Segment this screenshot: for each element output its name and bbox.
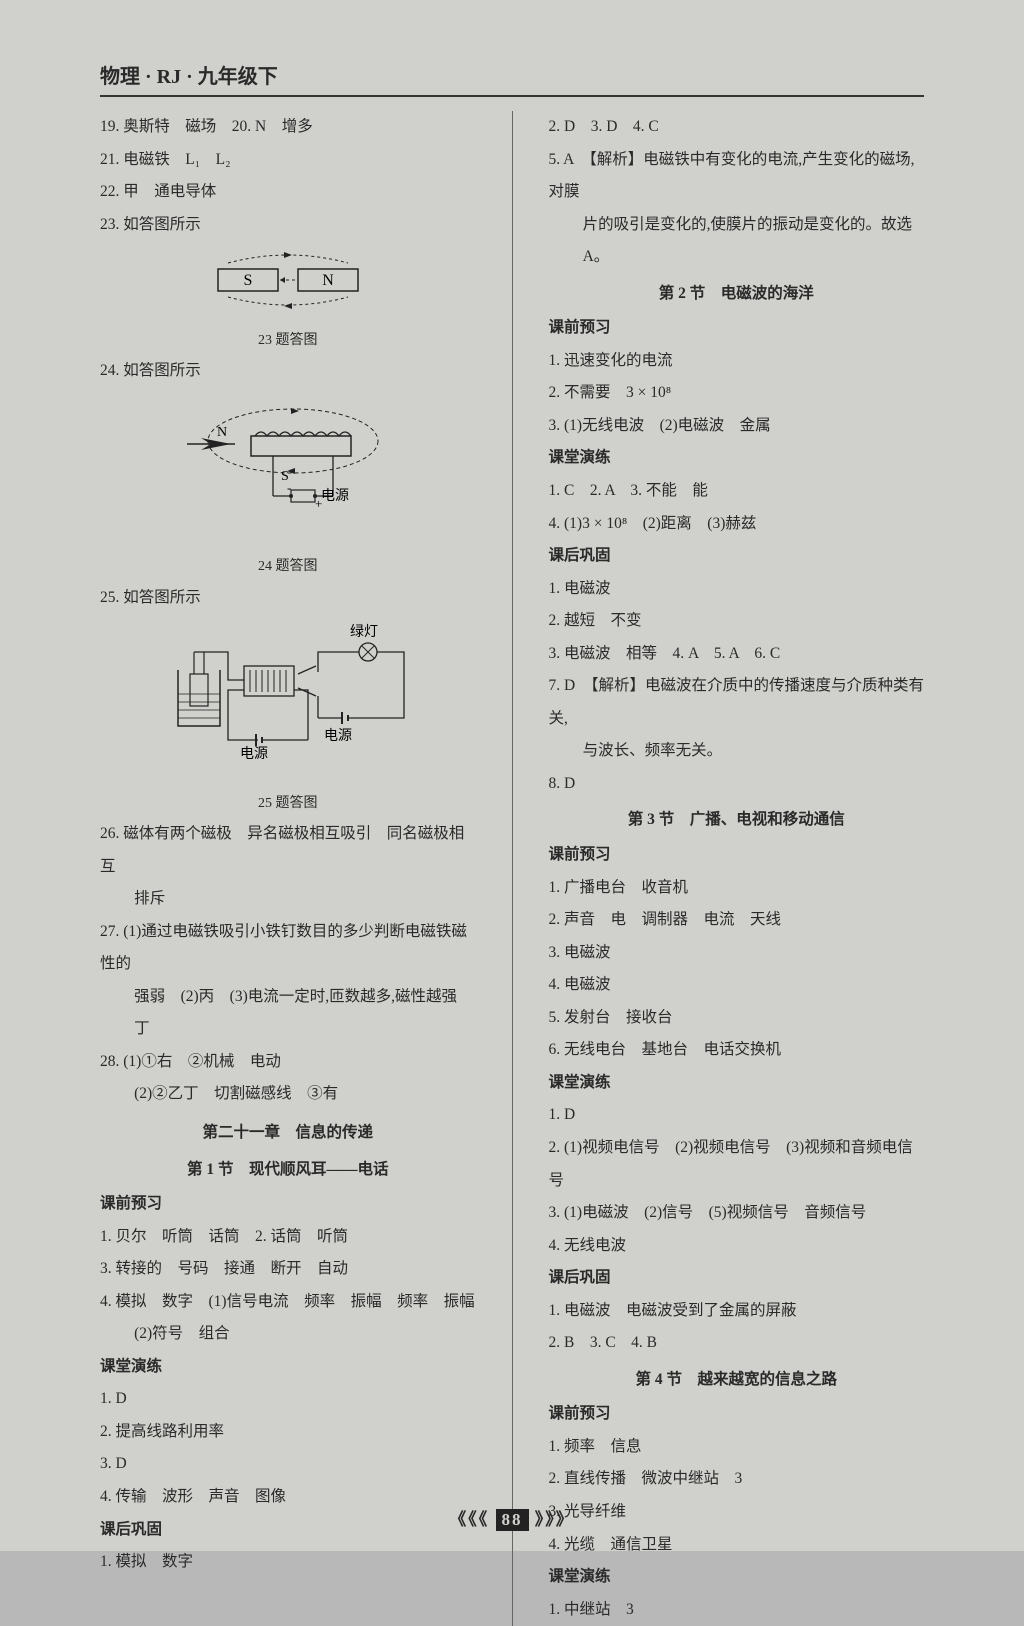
section-title: 第 3 节 广播、电视和移动通信: [549, 804, 925, 837]
subheading-preclass: 课前预习: [549, 312, 925, 345]
answer-line-cont: 与波长、频率无关。: [549, 735, 925, 768]
left-column: 19. 奥斯特 磁场 20. N 增多 21. 电磁铁 L₁ L₂ 22. 甲 …: [100, 111, 476, 1626]
answer-line: 21. 电磁铁 L₁ L₂: [100, 144, 476, 177]
answer-line: 3. 电磁波: [549, 937, 925, 970]
answer-line-cont: (2)符号 组合: [100, 1318, 476, 1351]
answer-line: 2. 不需要 3 × 10⁸: [549, 377, 925, 410]
answer-line: 25. 如答图所示: [100, 582, 476, 615]
power-label-right: 电源: [324, 728, 352, 744]
page-number: 88: [496, 1509, 529, 1531]
answer-line: 23. 如答图所示: [100, 209, 476, 242]
answer-line: 1. 电磁波: [549, 573, 925, 606]
answer-line: 4. 光缆 通信卫星: [549, 1529, 925, 1562]
answer-line: 1. D: [549, 1099, 925, 1132]
subheading-preclass: 课前预习: [549, 839, 925, 872]
column-divider: [512, 111, 513, 1626]
pole-s-label: S: [281, 469, 289, 484]
answer-line: 19. 奥斯特 磁场 20. N 增多: [100, 111, 476, 144]
answer-line: 6. 无线电台 基地台 电话交换机: [549, 1034, 925, 1067]
subheading-postclass: 课后巩固: [549, 540, 925, 573]
pole-s-label: S: [243, 272, 252, 289]
answer-line: 1. 电磁波 电磁波受到了金属的屏蔽: [549, 1295, 925, 1328]
figure-24: N - + S 电源: [100, 396, 476, 549]
right-column: 2. D 3. D 4. C 5. A 【解析】电磁铁中有变化的电流,产生变化的…: [549, 111, 925, 1626]
answer-line: 2. B 3. C 4. B: [549, 1327, 925, 1360]
subheading-preclass: 课前预习: [100, 1188, 476, 1221]
answer-line: 2. D 3. D 4. C: [549, 111, 925, 144]
answer-line: 1. 中继站 3: [549, 1594, 925, 1626]
answer-line: 3. (1)电磁波 (2)信号 (5)视频信号 音频信号: [549, 1197, 925, 1230]
answer-line-cont: 排斥: [100, 883, 476, 916]
pole-n-label: N: [322, 272, 334, 289]
page: 物理 · RJ · 九年级下 19. 奥斯特 磁场 20. N 增多 21. 电…: [0, 0, 1024, 1551]
figure-25: 绿灯: [100, 622, 476, 785]
answer-line: 27. (1)通过电磁铁吸引小铁钉数目的多少判断电磁铁磁性的: [100, 916, 476, 981]
answer-line: 3. D: [100, 1448, 476, 1481]
page-footer: 《《《 88 》》》: [0, 1505, 1024, 1531]
answer-line: 2. 直线传播 微波中继站 3: [549, 1463, 925, 1496]
answer-line: 4. 电磁波: [549, 969, 925, 1002]
answer-line: 1. 频率 信息: [549, 1431, 925, 1464]
answer-line: 2. 提高线路利用率: [100, 1416, 476, 1449]
figure-24-caption: 24 题答图: [100, 552, 476, 581]
answer-line: 1. 广播电台 收音机: [549, 872, 925, 905]
answer-line: 4. 无线电波: [549, 1230, 925, 1263]
subheading-inclass: 课堂演练: [549, 1561, 925, 1594]
footer-right-chevrons: 》》》: [535, 1510, 575, 1529]
answer-line: 1. 模拟 数字: [100, 1546, 476, 1579]
answer-line: 2. 越短 不变: [549, 605, 925, 638]
answer-line: 4. (1)3 × 10⁸ (2)距离 (3)赫兹: [549, 508, 925, 541]
page-header: 物理 · RJ · 九年级下: [100, 60, 924, 97]
section-title: 第 2 节 电磁波的海洋: [549, 278, 925, 311]
green-light-label: 绿灯: [350, 624, 378, 640]
answer-line: 3. (1)无线电波 (2)电磁波 金属: [549, 410, 925, 443]
footer-left-chevrons: 《《《: [449, 1510, 489, 1529]
answer-line: 2. (1)视频电信号 (2)视频电信号 (3)视频和音频电信号: [549, 1132, 925, 1197]
answer-line: 28. (1)①右 ②机械 电动: [100, 1046, 476, 1079]
figure-23-caption: 23 题答图: [100, 326, 476, 355]
answer-line: 3. 电磁波 相等 4. A 5. A 6. C: [549, 638, 925, 671]
answer-line: 5. A 【解析】电磁铁中有变化的电流,产生变化的磁场,对膜: [549, 144, 925, 209]
answer-line-cont: (2)②乙丁 切割磁感线 ③有: [100, 1078, 476, 1111]
answer-line: 22. 甲 通电导体: [100, 176, 476, 209]
answer-line: 8. D: [549, 768, 925, 801]
power-label-left: 电源: [240, 746, 268, 762]
chapter-title: 第二十一章 信息的传递: [100, 1117, 476, 1150]
answer-line: 1. C 2. A 3. 不能 能: [549, 475, 925, 508]
answer-line: 3. 转接的 号码 接通 断开 自动: [100, 1253, 476, 1286]
answer-line: 4. 模拟 数字 (1)信号电流 频率 振幅 频率 振幅: [100, 1286, 476, 1319]
subheading-postclass: 课后巩固: [549, 1262, 925, 1295]
subheading-inclass: 课堂演练: [100, 1351, 476, 1384]
answer-line-cont: 片的吸引是变化的,使膜片的振动是变化的。故选 A。: [549, 209, 925, 274]
answer-line: 5. 发射台 接收台: [549, 1002, 925, 1035]
answer-line: 24. 如答图所示: [100, 355, 476, 388]
pole-n-label: N: [217, 425, 227, 440]
answer-line: 1. D: [100, 1383, 476, 1416]
answer-line: 2. 声音 电 调制器 电流 天线: [549, 904, 925, 937]
subheading-inclass: 课堂演练: [549, 442, 925, 475]
figure-23: S N: [100, 249, 476, 322]
power-label: 电源: [321, 488, 349, 504]
answer-line: 7. D 【解析】电磁波在介质中的传播速度与介质种类有关,: [549, 670, 925, 735]
section-title: 第 4 节 越来越宽的信息之路: [549, 1364, 925, 1397]
answer-line: 1. 迅速变化的电流: [549, 345, 925, 378]
subheading-inclass: 课堂演练: [549, 1067, 925, 1100]
answer-line-cont: 强弱 (2)丙 (3)电流一定时,匝数越多,磁性越强 丁: [100, 981, 476, 1046]
subheading-preclass: 课前预习: [549, 1398, 925, 1431]
answer-line: 26. 磁体有两个磁极 异名磁极相互吸引 同名磁极相互: [100, 818, 476, 883]
answer-line: 1. 贝尔 听筒 话筒 2. 话筒 听筒: [100, 1221, 476, 1254]
section-title: 第 1 节 现代顺风耳——电话: [100, 1154, 476, 1187]
figure-25-caption: 25 题答图: [100, 789, 476, 818]
content-columns: 19. 奥斯特 磁场 20. N 增多 21. 电磁铁 L₁ L₂ 22. 甲 …: [100, 111, 924, 1626]
